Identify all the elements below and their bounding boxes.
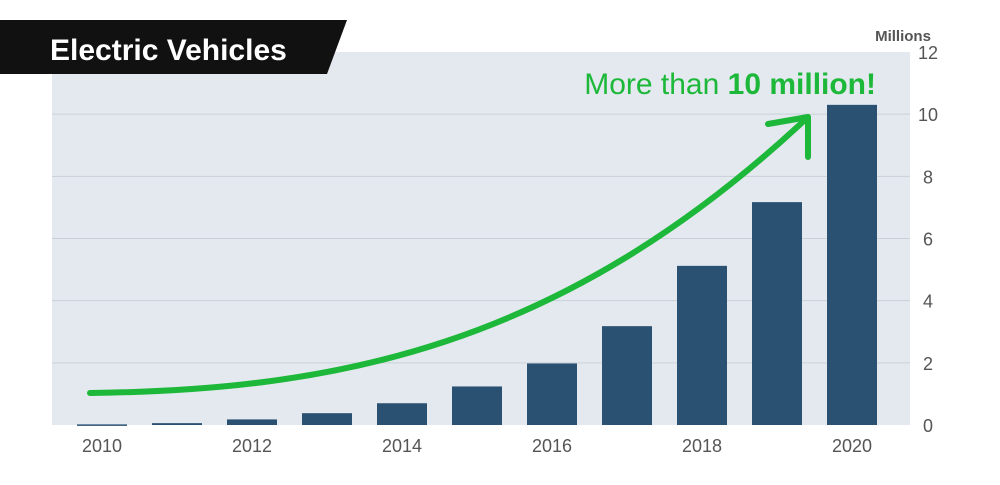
y-tick-label: 10 — [918, 105, 938, 125]
bar — [302, 413, 352, 425]
arrowhead — [765, 114, 811, 160]
x-tick-label: 2010 — [82, 436, 122, 456]
y-axis: 0 2 4 6 8 10 12 — [918, 43, 938, 436]
title-banner — [0, 20, 347, 74]
x-tick-label: 2012 — [232, 436, 272, 456]
bar — [77, 424, 127, 426]
annotation-regular: More than — [584, 68, 727, 101]
bar — [152, 423, 202, 425]
y-tick-label: 4 — [923, 292, 933, 312]
unit-label: Millions — [875, 28, 931, 45]
trend-arrow — [87, 114, 811, 396]
x-tick-label: 2020 — [832, 436, 872, 456]
bar — [527, 363, 577, 425]
y-tick-label: 2 — [923, 354, 933, 374]
chart-title: Electric Vehicles — [50, 34, 287, 67]
bar — [602, 326, 652, 425]
bar — [227, 419, 277, 425]
x-tick-label: 2018 — [682, 436, 722, 456]
bar — [827, 104, 877, 425]
y-tick-label: 6 — [923, 230, 933, 250]
y-tick-label: 12 — [918, 43, 938, 63]
x-tick-label: 2014 — [382, 436, 422, 456]
bar — [452, 386, 502, 425]
x-axis: 2010 2012 2014 2016 2018 2020 — [82, 436, 872, 456]
bar — [677, 265, 727, 425]
y-tick-label: 0 — [923, 416, 933, 436]
x-tick-label: 2016 — [532, 436, 572, 456]
bar — [752, 202, 802, 425]
bar-layer — [77, 104, 877, 426]
y-tick-label: 8 — [923, 167, 933, 187]
annotation: More than 10 million! — [584, 68, 876, 101]
bar — [377, 403, 427, 425]
annotation-bold: 10 million! — [728, 68, 876, 101]
